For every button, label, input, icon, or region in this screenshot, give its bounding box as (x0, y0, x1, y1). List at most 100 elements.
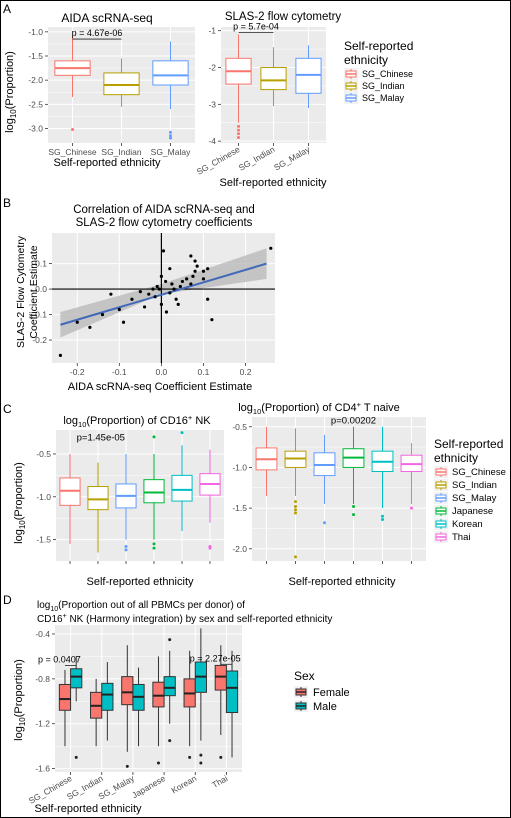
a2-box-sg-chinese-outlier (237, 132, 240, 136)
d-ylabel-sub: 10 (18, 717, 27, 726)
c2-box-thai-outlier (410, 506, 413, 510)
b-scatter-point (58, 353, 63, 357)
c1-ytick-label: -1.0 (36, 492, 51, 502)
d-title-line2-post: NK (Harmony integration) by sex and self… (67, 614, 333, 625)
a1-ylabel-sub: 10 (9, 109, 18, 118)
b-xtick-label: -0.1 (112, 367, 127, 377)
d-ytick-label: -1.2 (35, 719, 50, 729)
a1-xtick-label: SG_Malay (151, 147, 191, 157)
d-ylabel-rest: (Proportion) (13, 659, 25, 717)
a1-ytick-label: -2.5 (28, 99, 43, 109)
legend3-label: SG_Malay (362, 93, 405, 103)
d-ytick-label: -0.4 (35, 629, 50, 639)
a1-ytick-label: -2.0 (28, 75, 43, 85)
b-title-line2: SLAS-2 flow cytometry coefficients (76, 217, 253, 229)
legend-sex-entries: Female Male (294, 686, 350, 713)
b-ytick-label: 0.1 (35, 259, 47, 269)
c2-xlabel: Self-reported ethnicity (289, 576, 396, 588)
c2-box-korean-outlier (381, 514, 384, 518)
c2-box-sg-indian-outlier (294, 504, 297, 508)
c2-title-sup: + (357, 400, 362, 409)
d-box-male-outlier (168, 638, 172, 642)
d-box-female-outlier (125, 764, 129, 768)
d-ytick-label: -1.6 (35, 764, 50, 774)
b-scatter-point (172, 287, 176, 291)
c2-title-pre: log (238, 402, 253, 414)
c2-box-korean-outlier (381, 518, 384, 522)
legend6-label: SG_Malay (452, 493, 497, 504)
legend-ethnicity3: Self-reported ethnicity SG_Chinese SG_Ind… (344, 39, 413, 104)
a2-box-sg-chinese-outlier (237, 135, 240, 139)
legend6-label: Thai (452, 532, 470, 543)
c1-title-sub: 10 (78, 420, 86, 429)
panel-c: C log10(Proportion) of CD16+ NK log10(Pr… (3, 400, 506, 588)
b-xtick-label: 0.2 (240, 367, 252, 377)
b-scatter-point (121, 320, 126, 324)
b-ytick-label: -0.1 (32, 310, 47, 320)
d-box-female-box (58, 683, 72, 711)
c1-title-mid: (Proportion) of CD16 (86, 415, 188, 427)
panel-letter-d: D (3, 593, 12, 607)
panel-b: B Correlation of AIDA scRNA-seq and SLAS… (3, 196, 275, 393)
b-scatter-point (191, 274, 195, 278)
a2-xlabel: Self-reported ethnicity (220, 177, 327, 189)
d-title-line1-pre: log (37, 600, 50, 611)
c2-title: log10(Proportion) of CD4+ T naive (238, 400, 400, 416)
d-title-line2: CD16+ NK (Harmony integration) by sex an… (37, 613, 332, 625)
b-ylabel-line2: Coefficient Estimate (28, 245, 40, 338)
a1-ytick-label: -1.5 (28, 51, 43, 61)
legend3-label: SG_Indian (362, 81, 405, 91)
b-scatter-point (174, 297, 178, 301)
c1-box-japanese-box (143, 479, 165, 504)
b-scatter-point (164, 279, 168, 284)
b-scatter-point (189, 282, 193, 286)
b-scatter-point (193, 259, 197, 263)
b-xtick-label: 0.1 (198, 367, 210, 377)
c1-plot-bg (56, 430, 224, 561)
b-scatter-point (210, 318, 214, 322)
b-scatter-point (151, 287, 155, 291)
panel-letter-a: A (3, 2, 11, 16)
panel-d: D log10(Proportion out of all PBMCs per … (3, 593, 350, 815)
d-ytick-label: -0.8 (35, 674, 50, 684)
b-scatter-point (178, 284, 182, 289)
b-scatter-point (195, 264, 199, 268)
c2-plot: -2.0 -1.5 -1.0 -0.5 p=0.00202 (232, 416, 426, 564)
a1-pvalue: p = 4.67e-06 (72, 28, 123, 38)
b-scatter-point (206, 267, 210, 271)
a1-ylabel-rest: (Proportion) (4, 51, 16, 109)
legend3-title-line1: Self-reported (344, 39, 413, 53)
a1-xtick-label: SG_Indian (101, 147, 141, 157)
b-scatter-point (117, 307, 121, 312)
c1-ytick-label: -0.5 (36, 449, 51, 459)
legend-ethnicity6: Self-reported ethnicity SG_Chinese SG_Ind… (434, 437, 506, 543)
a2-ytick-label: -4 (208, 136, 216, 146)
b-title-line1: Correlation of AIDA scRNA-seq and (73, 204, 255, 216)
b-xtick-label: -0.2 (70, 367, 85, 377)
d-box-male-outlier (199, 761, 203, 765)
legend6-label: SG_Chinese (452, 467, 506, 478)
legend6-entries: SG_Chinese SG_Indian SG_Malay Japanese Korea… (434, 466, 506, 543)
d-title-line2-pre: CD16 (37, 614, 63, 625)
d-box-female-outlier (219, 755, 223, 759)
legend6-title-line2: ethnicity (434, 451, 478, 465)
b-scatter-point (189, 254, 193, 258)
legend3-entries: SG_Chinese SG_Indian SG_Malay (344, 68, 413, 104)
d-xlabel: Self-reported ethnicity (35, 803, 142, 815)
c1-box-korean-outlier (180, 431, 184, 435)
b-scatter-point (176, 302, 180, 306)
c2-box-sg-indian-outlier (294, 508, 297, 512)
legend3-title-line2: ethnicity (344, 53, 388, 67)
d-box-female-outlier (188, 755, 192, 759)
c2-box-sg-malay-outlier (323, 521, 326, 525)
b-scatter-point (153, 295, 157, 299)
c1-plot: -1.5 -1.0 -0.5 p=1.45e-05 (36, 430, 224, 564)
c1-box-sg-malay-outlier (124, 544, 128, 548)
b-ytick-label: -0.2 (32, 335, 47, 345)
c1-title-pre: log (63, 415, 78, 427)
b-scatter-point (138, 290, 142, 294)
a1-box-sg-chinese-outlier (71, 127, 74, 131)
b-scatter-point (185, 277, 189, 281)
d-box-male-box (225, 670, 239, 714)
legend-sex-label: Female (313, 687, 350, 699)
